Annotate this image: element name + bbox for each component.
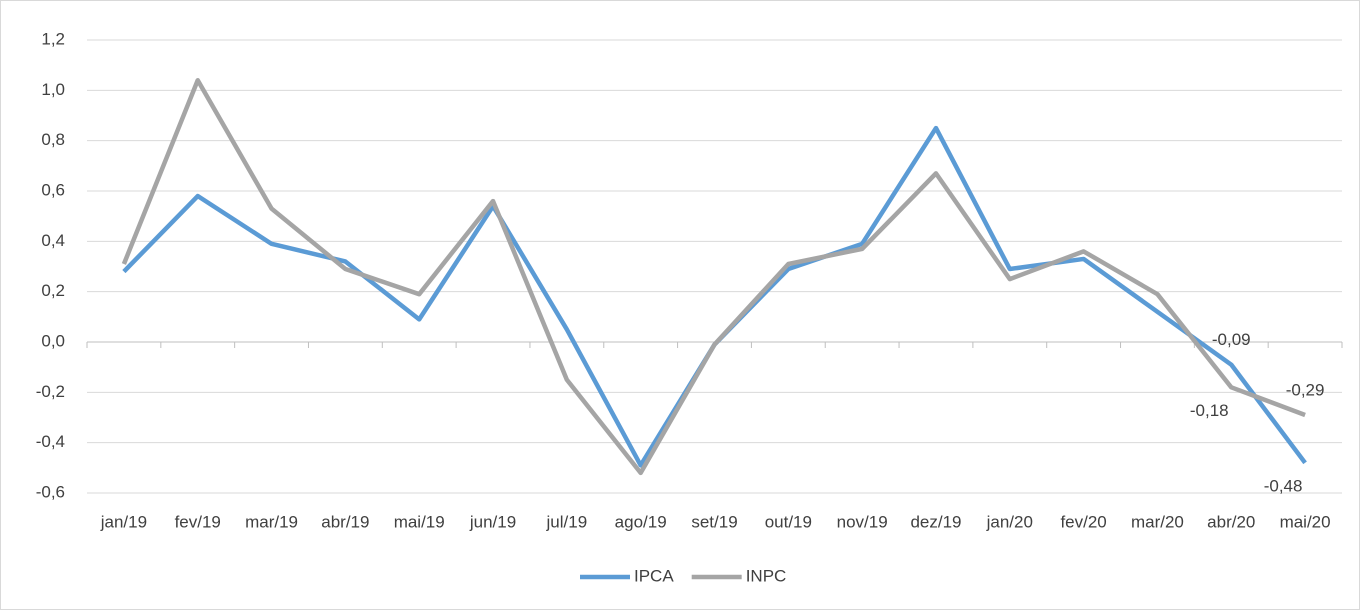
x-tick-label: mar/19 [245,512,298,531]
x-tick-label: abr/19 [321,512,369,531]
x-tick-label: jan/20 [986,512,1033,531]
x-tick-label: mar/20 [1131,512,1184,531]
data-label: -0,29 [1286,380,1325,399]
x-tick-label: nov/19 [837,512,888,531]
legend-label: IPCA [634,566,674,585]
y-tick-label: -0,4 [36,432,65,451]
x-tick-label: jun/19 [469,512,516,531]
y-tick-label: -0,6 [36,482,65,501]
series-line [121,78,1306,476]
y-tick-label: 0,8 [41,130,65,149]
x-tick-label: mai/19 [394,512,445,531]
y-tick-label: -0,2 [36,382,65,401]
data-label: -0,09 [1212,330,1251,349]
legend-label: INPC [746,566,787,585]
y-tick-label: 1,0 [41,80,65,99]
y-tick-label: 0,4 [41,231,65,250]
y-tick-label: 0,6 [41,180,65,199]
x-tick-label: dez/19 [910,512,961,531]
y-tick-label: 0,2 [41,281,65,300]
data-label: -0,18 [1190,401,1229,420]
data-label: -0,48 [1264,476,1303,495]
x-tick-label: jan/19 [100,512,147,531]
x-tick-label: fev/19 [175,512,221,531]
x-tick-label: fev/20 [1060,512,1106,531]
x-tick-label: jul/19 [546,512,588,531]
x-tick-label: out/19 [765,512,812,531]
y-tick-label: 0,0 [41,331,65,350]
x-tick-label: set/19 [691,512,737,531]
x-tick-label: abr/20 [1207,512,1255,531]
x-tick-label: ago/19 [615,512,667,531]
y-tick-label: 1,2 [41,29,65,48]
x-tick-label: mai/20 [1280,512,1331,531]
